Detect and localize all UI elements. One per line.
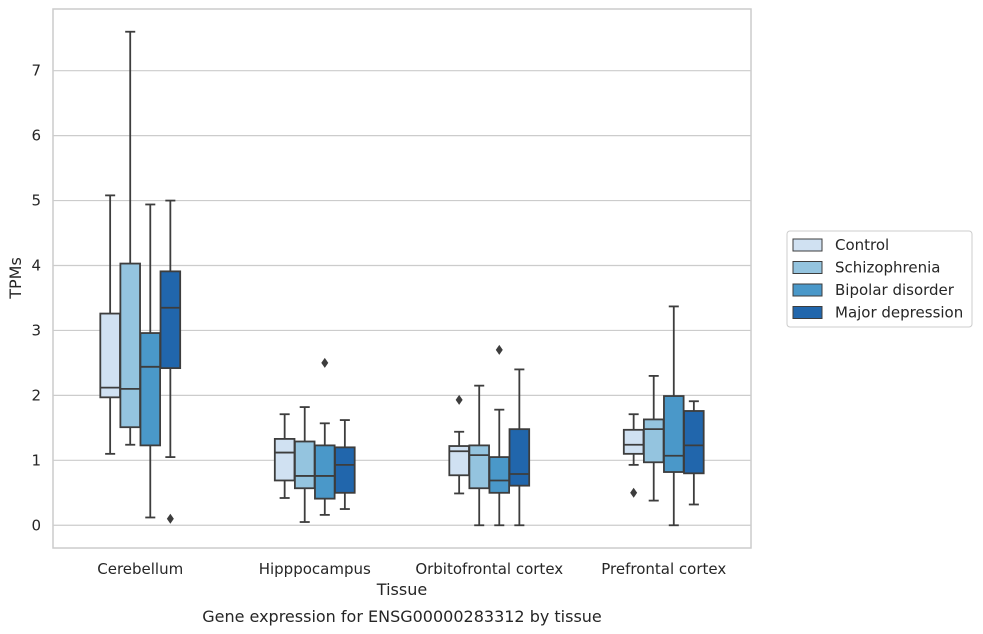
x-axis-ticks: Cerebellum Hipppocampus Orbitofrontal cort… xyxy=(97,560,726,578)
box-0-1 xyxy=(119,30,141,446)
box-iqr xyxy=(99,312,121,399)
box-0-2 xyxy=(139,203,162,519)
outlier-point xyxy=(321,357,329,368)
y-axis-label: TPMs xyxy=(6,257,25,300)
box-2-3 xyxy=(508,368,531,527)
box-3-2 xyxy=(663,305,685,527)
box-3-3 xyxy=(683,400,705,506)
legend-swatch xyxy=(792,283,823,297)
legend-frame xyxy=(786,230,973,328)
legend-label: Bipolar disorder xyxy=(835,281,955,299)
legend-label: Major depression xyxy=(835,304,963,322)
box-iqr xyxy=(314,444,336,500)
legend-label: Schizophrenia xyxy=(835,259,940,277)
x-axis-label: Tissue xyxy=(376,580,427,599)
y-tick-label: 3 xyxy=(31,321,41,339)
y-tick-label: 0 xyxy=(31,516,41,534)
box-iqr xyxy=(622,428,645,455)
box-iqr xyxy=(119,262,141,429)
box-iqr xyxy=(273,438,296,482)
legend-swatch xyxy=(792,306,823,319)
y-axis-ticks: 0 1 2 3 4 5 6 7 xyxy=(31,62,41,535)
x-tick-label: Cerebellum xyxy=(97,560,183,578)
x-tick-label: Prefrontal cortex xyxy=(601,560,726,578)
y-tick-label: 4 xyxy=(31,257,41,275)
box-iqr xyxy=(642,418,665,464)
legend-swatch xyxy=(792,261,823,274)
x-tick-label: Orbitofrontal cortex xyxy=(415,560,563,578)
chart-caption: Gene expression for ENSG00000283312 by t… xyxy=(202,607,602,626)
box-iqr xyxy=(293,440,316,490)
box-3-1 xyxy=(642,375,665,502)
legend-swatch xyxy=(792,238,823,252)
y-tick-label: 2 xyxy=(31,386,41,404)
box-1-3 xyxy=(334,419,356,510)
box-1-1 xyxy=(293,406,316,523)
outlier-point xyxy=(495,344,503,355)
outlier-point xyxy=(455,394,463,405)
y-tick-label: 1 xyxy=(31,451,41,469)
box-iqr xyxy=(683,410,705,475)
box-1-0 xyxy=(273,413,296,499)
y-tick-label: 6 xyxy=(31,127,41,145)
box-iqr xyxy=(663,395,685,473)
box-2-0 xyxy=(448,394,470,495)
box-2-2 xyxy=(488,344,511,527)
outlier-point xyxy=(166,513,174,524)
legend: Control Schizophrenia Bipolar disorder Majo… xyxy=(786,230,973,328)
plot-frame xyxy=(52,8,752,549)
legend-label: Control xyxy=(835,236,889,254)
box-iqr xyxy=(334,446,356,494)
box-plots xyxy=(99,30,705,527)
y-tick-label: 5 xyxy=(31,192,41,210)
box-iqr xyxy=(159,270,182,370)
box-1-2 xyxy=(314,357,336,516)
box-iqr xyxy=(508,428,531,487)
outlier-point xyxy=(630,487,638,498)
box-0-3 xyxy=(159,199,182,524)
box-iqr xyxy=(139,332,162,447)
x-tick-label: Hipppocampus xyxy=(259,560,371,578)
box-iqr xyxy=(488,456,511,494)
box-0-0 xyxy=(99,194,121,455)
box-3-0 xyxy=(622,413,645,498)
box-iqr xyxy=(468,444,490,490)
box-2-1 xyxy=(468,384,490,527)
y-tick-label: 7 xyxy=(31,62,41,80)
